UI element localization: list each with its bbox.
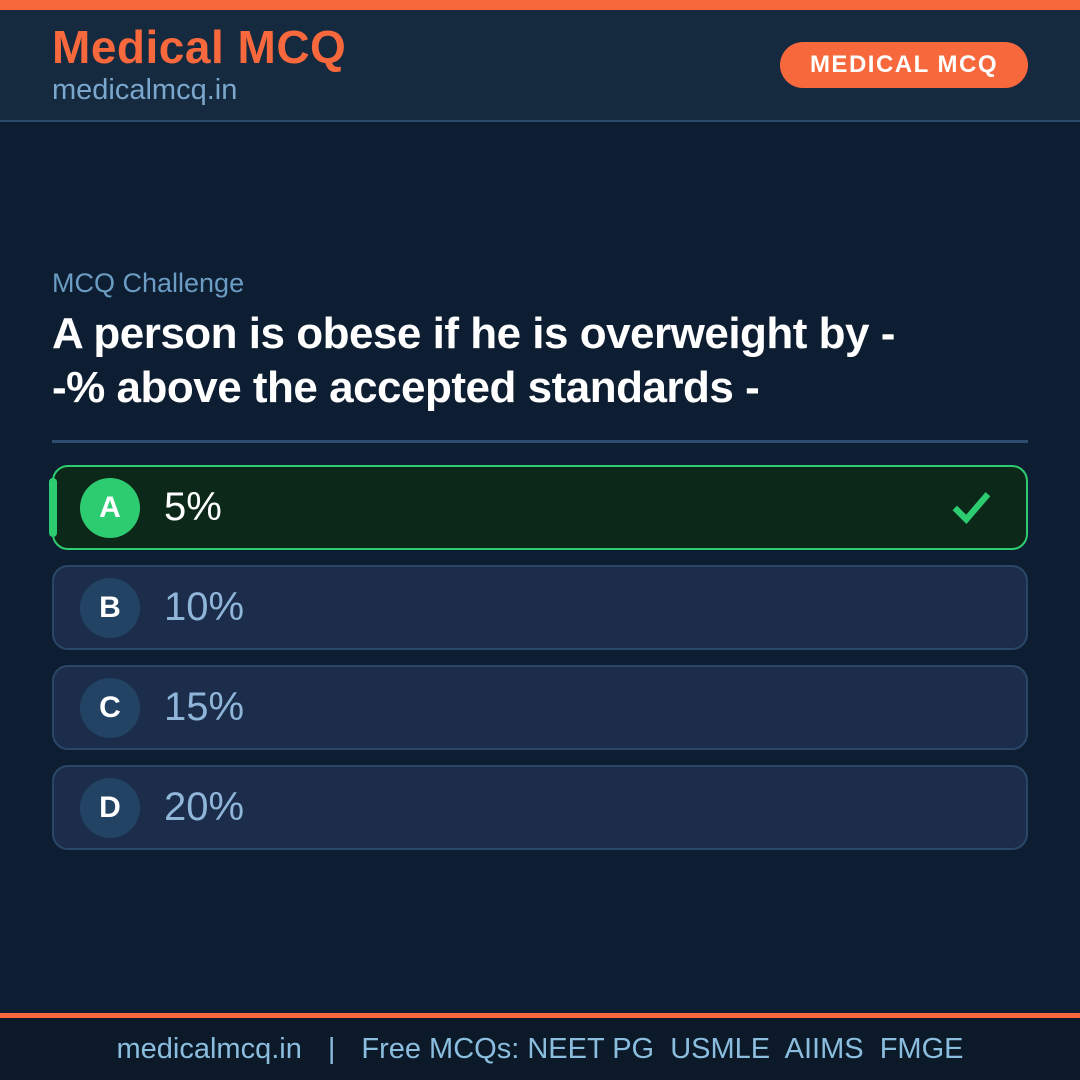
option-letter-badge: C [80,677,140,738]
header: Medical MCQ medicalmcq.in MEDICAL MCQ [0,10,1080,122]
option-text: 5% [164,485,222,530]
quiz-label: MCQ Challenge [52,268,245,298]
question-text: A person is obese if he is overweight by… [52,309,895,412]
quiz-card: MCQ Challenge A person is obese if he is… [0,268,1080,851]
option-letter-badge: A [80,477,140,538]
option-row[interactable]: A 5% [49,465,1028,551]
footer-tagline: Free MCQs: NEET PG USMLE AIIMS FMGE [361,1032,964,1065]
option-row[interactable]: D 20% [52,765,1028,851]
option-text: 20% [164,785,245,830]
check-icon [952,492,991,524]
footer-site: medicalmcq.in [116,1032,302,1065]
options-list: A 5% B 10% C 15% D 20% [49,465,1028,851]
brand-block: Medical MCQ medicalmcq.in [52,23,346,106]
top-accent-bar [0,0,1080,10]
brand-subtitle: medicalmcq.in [52,73,238,106]
option-text: 15% [164,685,245,730]
correct-accent-bar [49,478,57,538]
divider [52,440,1028,444]
option-text: 10% [164,585,245,630]
footer: medicalmcq.in | Free MCQs: NEET PG USMLE… [0,1013,1080,1080]
brand-badge[interactable]: MEDICAL MCQ [779,42,1028,88]
option-row[interactable]: C 15% [52,665,1028,751]
brand-title: Medical MCQ [52,21,347,74]
option-letter-badge: D [80,777,140,838]
option-letter-badge: B [80,577,140,638]
option-row[interactable]: B 10% [52,565,1028,651]
footer-separator: | [327,1032,336,1065]
